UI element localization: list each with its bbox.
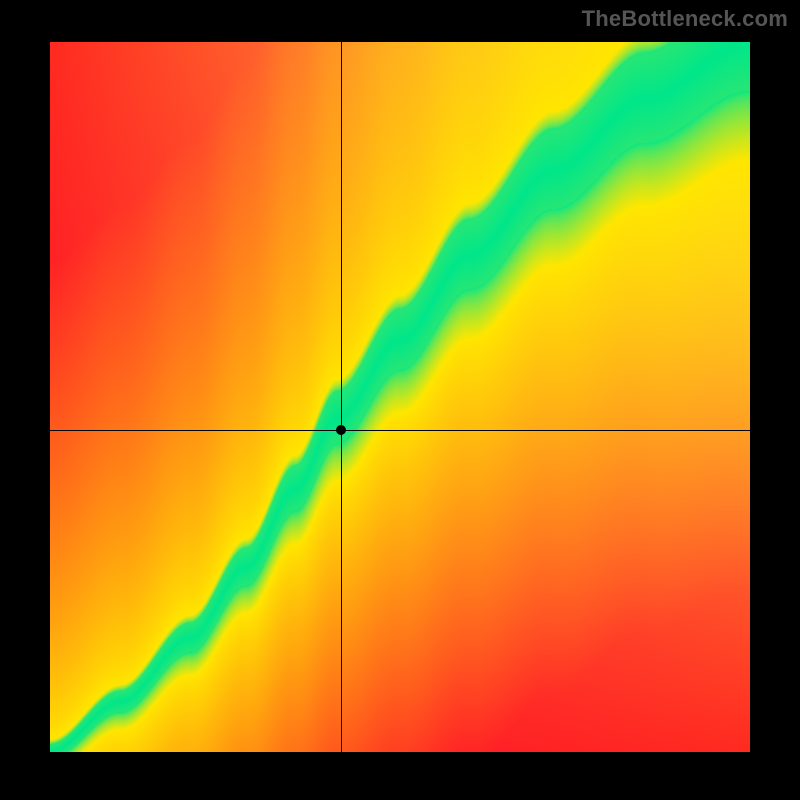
- chart-container: TheBottleneck.com: [0, 0, 800, 800]
- heatmap-canvas: [50, 42, 750, 752]
- crosshair-marker: [336, 425, 346, 435]
- crosshair-vertical: [341, 42, 342, 752]
- plot-area: [50, 42, 750, 752]
- watermark-text: TheBottleneck.com: [582, 6, 788, 32]
- crosshair-horizontal: [50, 430, 750, 431]
